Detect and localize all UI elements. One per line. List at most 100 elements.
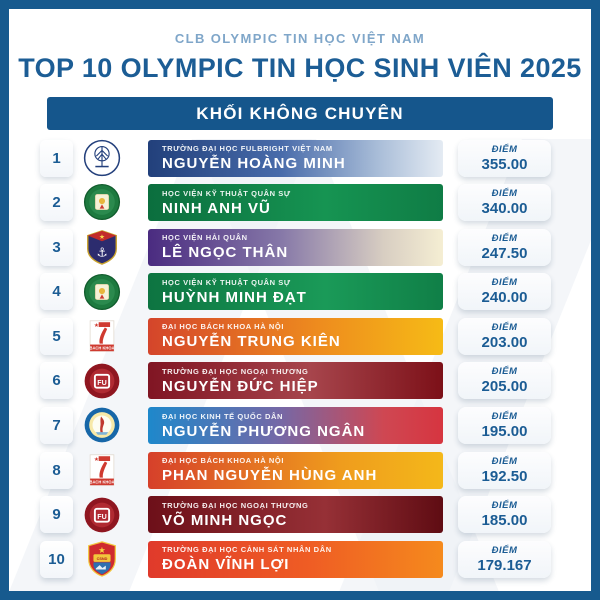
list-item: 5 ★ BACH KHOA ĐẠI HỌC BÁCH KHOA HÀ NỘI NG… <box>9 314 591 359</box>
rank-badge: 2 <box>40 184 73 222</box>
score-value: 240.00 <box>481 289 528 307</box>
score-label: ĐIỂM <box>491 232 518 244</box>
score-value: 195.00 <box>481 423 528 441</box>
result-bar: HỌC VIỆN KỸ THUẬT QUÂN SỰ NINH ANH VŨ <box>148 184 443 222</box>
school-name: ĐẠI HỌC BÁCH KHOA HÀ NỘI <box>162 456 285 466</box>
score-label: ĐIỂM <box>491 366 518 378</box>
score-label: ĐIỂM <box>491 500 518 512</box>
rank-badge: 9 <box>40 496 73 534</box>
page-title: TOP 10 OLYMPIC TIN HỌC SINH VIÊN 2025 <box>18 53 582 83</box>
category-banner: KHỐI KHÔNG CHUYÊN <box>47 97 553 130</box>
result-bar: ĐẠI HỌC KINH TẾ QUỐC DÂN NGUYỄN PHƯƠNG N… <box>148 407 443 445</box>
score-value: 203.00 <box>481 333 528 351</box>
rank-badge: 8 <box>40 451 73 489</box>
list-item: 3 ★ ⚓ HỌC VIỆN HẢI QUÂN LÊ NGỌC THÂN ĐIỂM… <box>9 225 591 270</box>
svg-text:★: ★ <box>99 234 105 241</box>
school-name: ĐẠI HỌC BÁCH KHOA HÀ NỘI <box>162 322 285 332</box>
score-label: ĐIỂM <box>491 411 518 423</box>
logo-fulbright-icon <box>83 139 121 177</box>
score-label: ĐIỂM <box>491 143 518 155</box>
school-name: TRƯỜNG ĐẠI HỌC FULBRIGHT VIỆT NAM <box>162 144 333 153</box>
rank-badge: 6 <box>40 362 73 400</box>
result-bar: TRƯỜNG ĐẠI HỌC CẢNH SÁT NHÂN DÂN ĐOÀN VĨ… <box>148 540 443 578</box>
score-card: ĐIỂM 203.00 <box>458 317 551 355</box>
logo-neu-icon <box>83 406 121 444</box>
score-value: 340.00 <box>481 200 528 218</box>
score-card: ĐIỂM 205.00 <box>458 362 551 400</box>
score-card: ĐIỂM 185.00 <box>458 496 551 534</box>
svg-text:★: ★ <box>98 545 106 555</box>
score-card: ĐIỂM 179.167 <box>458 540 551 578</box>
list-item: 8 ★ BACH KHOA ĐẠI HỌC BÁCH KHOA HÀ NỘI PH… <box>9 448 591 493</box>
rank-badge: 10 <box>40 540 73 578</box>
score-value: 185.00 <box>481 512 528 530</box>
score-label: ĐIỂM <box>491 188 518 200</box>
svg-text:⚓: ⚓ <box>96 245 107 259</box>
list-item: 2 HỌC VIỆN KỸ THUẬT QUÂN SỰ NINH ANH VŨ … <box>9 181 591 226</box>
club-label: CLB OLYMPIC TIN HỌC VIỆT NAM <box>174 31 426 46</box>
result-bar: ĐẠI HỌC BÁCH KHOA HÀ NỘI NGUYỄN TRUNG KI… <box>148 317 443 355</box>
student-name: VÕ MINH NGỌC <box>162 511 288 529</box>
svg-text:★: ★ <box>94 456 99 463</box>
rank-badge: 7 <box>40 407 73 445</box>
school-name: HỌC VIỆN HẢI QUÂN <box>162 233 248 243</box>
result-bar: TRƯỜNG ĐẠI HỌC NGOẠI THƯƠNG NGUYỄN ĐỨC H… <box>148 362 443 400</box>
list-item: 6 FU TRƯỜNG ĐẠI HỌC NGOẠI THƯƠNG NGUYỄN … <box>9 359 591 404</box>
rank-badge: 3 <box>40 228 73 266</box>
score-card: ĐIỂM 192.50 <box>458 451 551 489</box>
score-label: ĐIỂM <box>491 277 518 289</box>
list-item: 1 TRƯỜNG ĐẠI HỌC FULBRIGHT VIỆT NAM NGUY… <box>9 136 591 181</box>
list-item: 7 ĐẠI HỌC KINH TẾ QUỐC DÂN NGUYỄN PHƯƠNG… <box>9 404 591 449</box>
score-value: 355.00 <box>481 155 528 173</box>
logo-hust-icon: ★ BACH KHOA <box>83 451 121 489</box>
rank-badge: 1 <box>40 139 73 177</box>
student-name: HUỲNH MINH ĐẠT <box>162 288 307 306</box>
result-bar: ĐẠI HỌC BÁCH KHOA HÀ NỘI PHAN NGUYỄN HÙN… <box>148 451 443 489</box>
school-name: TRƯỜNG ĐẠI HỌC CẢNH SÁT NHÂN DÂN <box>162 545 332 555</box>
logo-police-icon: ★ CSND <box>83 540 121 578</box>
logo-ftu-icon: FU <box>83 362 121 400</box>
score-value: 192.50 <box>481 467 528 485</box>
list-item: 4 HỌC VIỆN KỸ THUẬT QUÂN SỰ HUỲNH MINH Đ… <box>9 270 591 315</box>
logo-hust-icon: ★ BACH KHOA <box>83 317 121 355</box>
list-item: 9 FU TRƯỜNG ĐẠI HỌC NGOẠI THƯƠNG VÕ MINH… <box>9 493 591 538</box>
score-label: ĐIỂM <box>491 544 518 556</box>
score-value: 179.167 <box>477 556 532 574</box>
school-name: ĐẠI HỌC KINH TẾ QUỐC DÂN <box>162 411 284 421</box>
ranking-list: 1 TRƯỜNG ĐẠI HỌC FULBRIGHT VIỆT NAM NGUY… <box>9 136 591 582</box>
logo-mta-icon <box>83 273 121 311</box>
score-card: ĐIỂM 340.00 <box>458 184 551 222</box>
school-name: HỌC VIỆN KỸ THUẬT QUÂN SỰ <box>162 188 291 198</box>
result-bar: HỌC VIỆN HẢI QUÂN LÊ NGỌC THÂN <box>148 228 443 266</box>
svg-text:BACH KHOA: BACH KHOA <box>90 480 115 485</box>
list-item: 10 ★ CSND TRƯỜNG ĐẠI HỌC CẢNH SÁT NHÂN DÂ… <box>9 537 591 582</box>
student-name: LÊ NGỌC THÂN <box>162 244 289 262</box>
score-label: ĐIỂM <box>491 321 518 333</box>
logo-ftu-icon: FU <box>83 496 121 534</box>
score-label: ĐIỂM <box>491 455 518 467</box>
svg-text:FU: FU <box>97 512 106 520</box>
rank-badge: 4 <box>40 273 73 311</box>
score-value: 205.00 <box>481 378 528 396</box>
student-name: NINH ANH VŨ <box>162 199 271 217</box>
logo-mta-icon <box>83 183 121 221</box>
school-name: HỌC VIỆN KỸ THUẬT QUÂN SỰ <box>162 277 291 287</box>
student-name: ĐOÀN VĨNH LỢI <box>162 556 290 574</box>
svg-text:BACH KHOA: BACH KHOA <box>90 346 115 351</box>
student-name: NGUYỄN HOÀNG MINH <box>162 155 346 172</box>
school-name: TRƯỜNG ĐẠI HỌC NGOẠI THƯƠNG <box>162 500 309 510</box>
header: CLB OLYMPIC TIN HỌC VIỆT NAM TOP 10 OLYM… <box>9 31 591 130</box>
result-bar: TRƯỜNG ĐẠI HỌC NGOẠI THƯƠNG VÕ MINH NGỌC <box>148 496 443 534</box>
svg-text:CSND: CSND <box>97 557 108 561</box>
result-bar: HỌC VIỆN KỸ THUẬT QUÂN SỰ HUỲNH MINH ĐẠT <box>148 273 443 311</box>
score-card: ĐIỂM 247.50 <box>458 228 551 266</box>
school-name: TRƯỜNG ĐẠI HỌC NGOẠI THƯƠNG <box>162 366 309 376</box>
student-name: PHAN NGUYỄN HÙNG ANH <box>162 467 378 485</box>
rank-badge: 5 <box>40 317 73 355</box>
score-value: 247.50 <box>481 244 528 262</box>
result-bar: TRƯỜNG ĐẠI HỌC FULBRIGHT VIỆT NAM NGUYỄN… <box>148 139 443 177</box>
logo-navy-icon: ★ ⚓ <box>83 228 121 266</box>
student-name: NGUYỄN TRUNG KIÊN <box>162 333 341 351</box>
svg-text:★: ★ <box>94 322 99 329</box>
